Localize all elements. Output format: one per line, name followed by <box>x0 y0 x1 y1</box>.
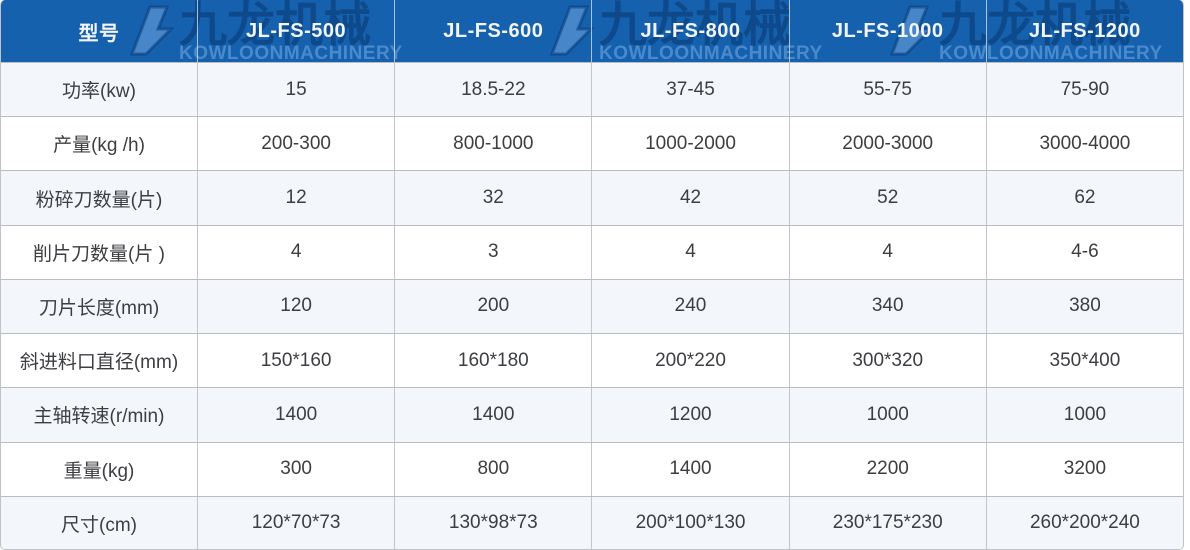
table-header: 九龙机械 KOWLOONMACHINERY 九龙机械 KOWLOONMACHIN… <box>1 0 1183 62</box>
value-cell: 350*400 <box>985 334 1183 388</box>
value-cell: 1400 <box>197 388 394 442</box>
row-label-cell: 斜进料口直径(mm) <box>19 352 179 374</box>
spec-row: 主轴转速(r/min) 1400 1400 1200 1000 1000 <box>1 387 1183 442</box>
row-label-cell: 重量(kg) <box>63 460 135 482</box>
value-cell: 4-6 <box>985 225 1183 279</box>
value-cell: 3000-4000 <box>985 117 1183 171</box>
value-cell: 1000 <box>788 388 986 442</box>
row-label-cell: 刀片长度(mm) <box>38 297 160 319</box>
value-cell: 2000-3000 <box>788 117 986 171</box>
value-cell: 1200 <box>591 388 788 442</box>
value-cell: 200*100*130 <box>591 496 788 549</box>
value-cell: 32 <box>394 171 591 225</box>
value-cell: 1000 <box>985 388 1183 442</box>
spec-row: 重量(kg) 300 800 1400 2200 3200 <box>1 441 1183 496</box>
value-cell: 800 <box>394 442 591 496</box>
value-cell: 300*320 <box>788 334 986 388</box>
value-cell: 12 <box>197 171 394 225</box>
value-cell: 75-90 <box>985 63 1183 117</box>
value-cell: 4 <box>197 225 394 279</box>
spec-row: 斜进料口直径(mm) 150*160 160*180 200*220 300*3… <box>1 333 1183 388</box>
value-cell: 1000-2000 <box>591 117 788 171</box>
value-cell: 380 <box>985 279 1183 334</box>
value-cell: 160*180 <box>394 334 591 388</box>
spec-row: 尺寸(cm) 120*70*73 130*98*73 200*100*130 2… <box>1 495 1183 549</box>
value-cell: 120 <box>197 279 394 334</box>
spec-row: 刀片长度(mm) 120 200 240 340 380 <box>1 278 1183 334</box>
header-cell-model: JL-FS-1200 <box>985 0 1183 62</box>
header-cell-model: JL-FS-800 <box>591 0 788 62</box>
value-cell: 18.5-22 <box>394 63 591 117</box>
value-cell: 230*175*230 <box>788 496 986 549</box>
header-cell-model-label: 型号 <box>78 22 120 45</box>
header-cell-model: JL-FS-500 <box>197 0 394 62</box>
value-cell: 300 <box>197 442 394 496</box>
value-cell: 1400 <box>394 388 591 442</box>
value-cell: 340 <box>788 279 986 334</box>
value-cell: 3 <box>394 225 591 279</box>
spec-row: 粉碎刀数量(片) 12 32 42 52 62 <box>1 170 1183 225</box>
value-cell: 3200 <box>985 442 1183 496</box>
value-cell: 200 <box>394 279 591 334</box>
value-cell: 260*200*240 <box>985 496 1183 549</box>
row-label-cell: 主轴转速(r/min) <box>33 406 165 428</box>
row-label-cell: 产量(kg /h) <box>53 135 145 157</box>
spec-row: 功率(kw) 15 18.5-22 37-45 55-75 75-90 <box>1 62 1183 117</box>
value-cell: 15 <box>197 63 394 117</box>
value-cell: 120*70*73 <box>197 496 394 549</box>
value-cell: 200-300 <box>197 117 394 171</box>
value-cell: 55-75 <box>788 63 986 117</box>
value-cell: 4 <box>788 225 986 279</box>
table-body: 功率(kw) 15 18.5-22 37-45 55-75 75-90 产量(k… <box>1 62 1183 549</box>
header-cell-model: JL-FS-1000 <box>788 0 986 62</box>
value-cell: 1400 <box>591 442 788 496</box>
value-cell: 4 <box>591 225 788 279</box>
row-label-cell: 削片刀数量(片 ) <box>33 243 165 265</box>
value-cell: 130*98*73 <box>394 496 591 549</box>
row-label-cell: 尺寸(cm) <box>61 514 137 536</box>
spec-row: 产量(kg /h) 200-300 800-1000 1000-2000 200… <box>1 116 1183 171</box>
row-label-cell: 功率(kw) <box>62 81 136 103</box>
value-cell: 200*220 <box>591 334 788 388</box>
value-cell: 37-45 <box>591 63 788 117</box>
value-cell: 62 <box>985 171 1183 225</box>
value-cell: 240 <box>591 279 788 334</box>
value-cell: 150*160 <box>197 334 394 388</box>
spec-row: 削片刀数量(片 ) 4 3 4 4 4-6 <box>1 224 1183 279</box>
value-cell: 800-1000 <box>394 117 591 171</box>
row-label-cell: 粉碎刀数量(片) <box>35 189 163 211</box>
value-cell: 42 <box>591 171 788 225</box>
value-cell: 52 <box>788 171 986 225</box>
header-cell-model: JL-FS-600 <box>394 0 591 62</box>
value-cell: 2200 <box>788 442 986 496</box>
